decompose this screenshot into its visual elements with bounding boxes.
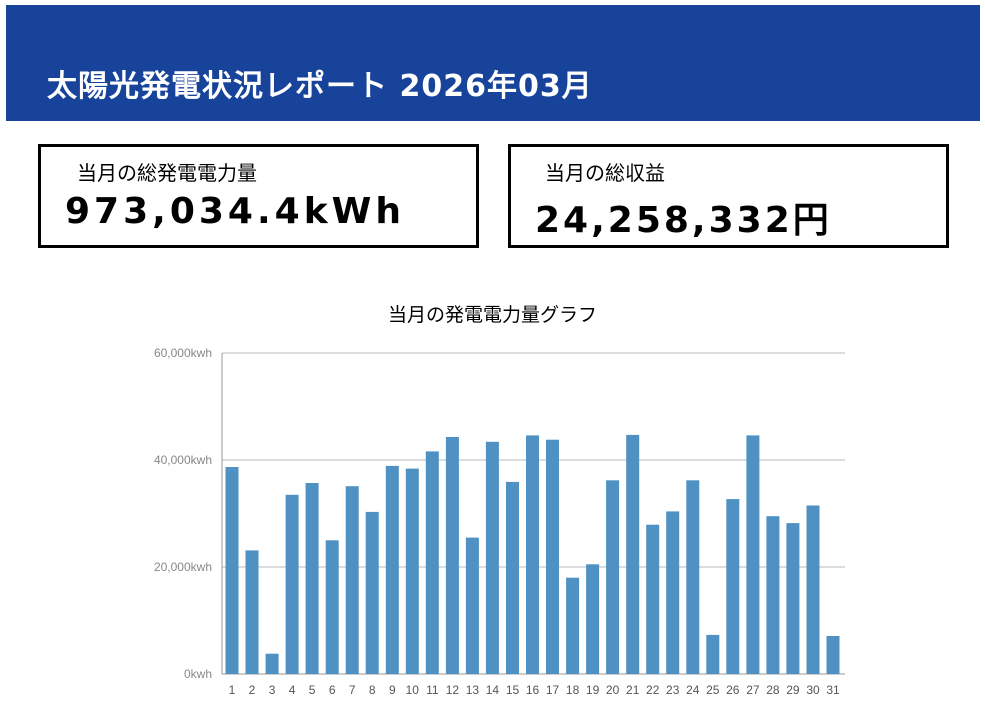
bar [666, 511, 680, 674]
bar [365, 511, 379, 674]
total-revenue-card: 当月の総収益 24,258,332円 [508, 144, 949, 248]
total-revenue-label: 当月の総収益 [545, 161, 665, 185]
bar [445, 437, 459, 674]
bar [385, 465, 399, 674]
x-tick-label: 11 [426, 683, 439, 697]
bar [425, 451, 439, 674]
bar [225, 467, 239, 674]
bar [626, 434, 640, 674]
x-tick-label: 28 [766, 683, 780, 697]
x-tick-label: 4 [289, 683, 296, 697]
x-tick-label: 17 [546, 683, 560, 697]
x-tick-label: 19 [586, 683, 600, 697]
x-tick-label: 22 [646, 683, 660, 697]
bar [405, 468, 419, 674]
report-title: 太陽光発電状況レポート 2026年03月 [47, 69, 593, 104]
x-tick-label: 18 [566, 683, 580, 697]
bar [325, 540, 339, 675]
x-tick-label: 15 [506, 683, 520, 697]
x-tick-label: 16 [526, 683, 540, 697]
x-tick-label: 13 [466, 683, 480, 697]
x-tick-label: 21 [626, 683, 640, 697]
x-tick-label: 6 [329, 683, 336, 697]
bar [786, 523, 800, 674]
x-tick-label: 2 [249, 683, 256, 697]
x-tick-label: 1 [229, 683, 236, 697]
y-tick-label: 60,000kwh [154, 346, 212, 360]
x-tick-label: 7 [349, 683, 356, 697]
bar [766, 516, 780, 674]
bar [586, 564, 600, 674]
bar [245, 550, 259, 674]
x-tick-label: 9 [389, 683, 396, 697]
bar [706, 634, 720, 674]
bar [606, 480, 620, 674]
y-tick-label: 40,000kwh [154, 453, 212, 467]
x-tick-label: 8 [369, 683, 376, 697]
bar [305, 483, 319, 674]
x-tick-label: 24 [686, 683, 700, 697]
x-tick-label: 27 [746, 683, 760, 697]
x-tick-label: 31 [826, 683, 840, 697]
bar [806, 505, 820, 674]
x-tick-label: 29 [786, 683, 800, 697]
y-tick-label: 0kwh [184, 667, 212, 681]
x-tick-label: 14 [486, 683, 500, 697]
bar [826, 636, 840, 674]
report-header: 太陽光発電状況レポート 2026年03月 [6, 5, 980, 121]
x-tick-label: 10 [406, 683, 420, 697]
total-energy-value: 973,034.4kWh [65, 191, 405, 232]
bar [285, 494, 299, 674]
x-tick-label: 30 [806, 683, 820, 697]
x-tick-label: 20 [606, 683, 620, 697]
total-revenue-value: 24,258,332円 [535, 200, 832, 241]
x-tick-label: 3 [269, 683, 276, 697]
y-tick-label: 20,000kwh [154, 560, 212, 574]
bar [566, 577, 580, 674]
bar [265, 653, 279, 674]
total-energy-card: 当月の総発電電力量 973,034.4kWh [38, 144, 479, 248]
bar [465, 537, 479, 674]
total-energy-label: 当月の総発電電力量 [77, 161, 257, 185]
x-tick-label: 12 [446, 683, 460, 697]
bar [526, 435, 539, 674]
x-tick-label: 23 [666, 683, 680, 697]
bar [485, 441, 499, 674]
bar [345, 486, 359, 674]
x-tick-label: 5 [309, 683, 316, 697]
bar [506, 481, 519, 674]
bar [546, 439, 559, 674]
x-tick-label: 25 [706, 683, 720, 697]
bar [746, 435, 760, 674]
bar [726, 499, 740, 674]
chart-title: 当月の発電電力量グラフ [387, 304, 597, 326]
x-tick-label: 26 [726, 683, 740, 697]
bar [646, 524, 660, 674]
bar [686, 480, 700, 674]
